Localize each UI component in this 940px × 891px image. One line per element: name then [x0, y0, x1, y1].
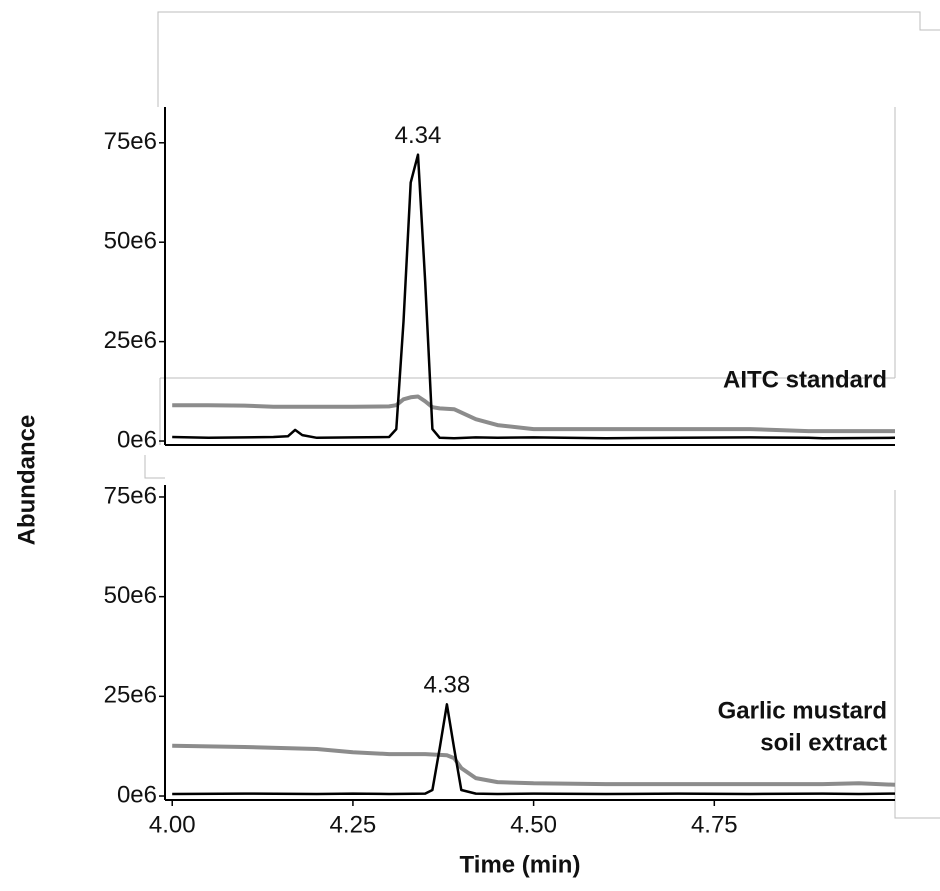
panel-label: AITC standard — [723, 366, 887, 393]
y-tick-label: 0e6 — [117, 781, 157, 808]
y-tick-label: 50e6 — [104, 582, 157, 609]
panel-label: soil extract — [760, 729, 887, 756]
x-tick-label: 4.25 — [330, 811, 377, 838]
y-tick-label: 25e6 — [104, 327, 157, 354]
peak-label: 4.34 — [395, 122, 442, 149]
x-axis-label: Time (min) — [460, 851, 581, 878]
peak-label: 4.38 — [424, 672, 471, 699]
x-tick-label: 4.75 — [691, 811, 738, 838]
y-tick-label: 75e6 — [104, 482, 157, 509]
trace — [172, 703, 896, 796]
y-tick-label: 50e6 — [104, 228, 157, 255]
y-axis-label: Abundance — [13, 415, 40, 546]
y-tick-label: 75e6 — [104, 128, 157, 155]
panel-label: Garlic mustard — [718, 697, 887, 724]
x-tick-label: 4.50 — [510, 811, 557, 838]
frame — [157, 11, 940, 107]
trace — [172, 153, 896, 440]
y-tick-label: 0e6 — [117, 426, 157, 453]
trace — [172, 394, 895, 434]
y-tick-label: 25e6 — [104, 682, 157, 709]
x-tick-label: 4.00 — [149, 811, 196, 838]
frame — [144, 107, 940, 819]
